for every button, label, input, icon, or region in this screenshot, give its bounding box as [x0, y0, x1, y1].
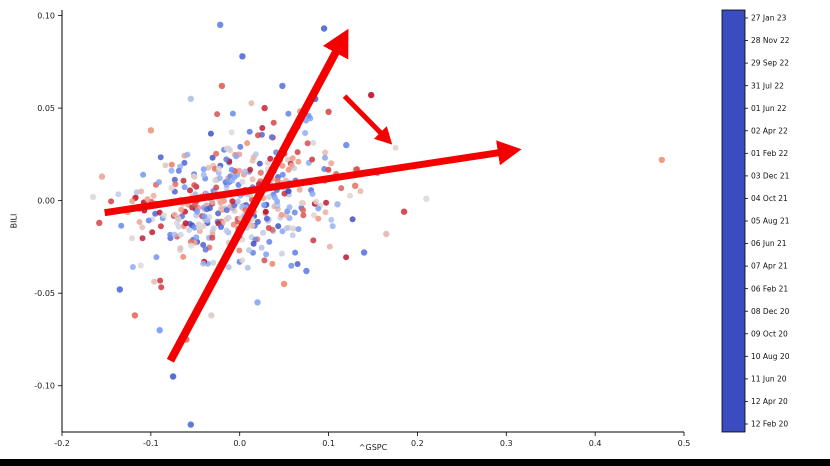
svg-text:01 Jun 22: 01 Jun 22 [751, 104, 787, 113]
svg-text:-0.05: -0.05 [34, 289, 55, 298]
x-axis-ticks: -0.2 -0.1 0.0 0.1 0.2 0.3 0.4 0.5 [54, 432, 690, 448]
svg-text:01 Feb 22: 01 Feb 22 [751, 149, 788, 158]
svg-text:-0.10: -0.10 [34, 382, 55, 391]
svg-text:0.1: 0.1 [322, 439, 335, 448]
svg-text:08 Dec 20: 08 Dec 20 [751, 307, 790, 316]
svg-text:06 Jun 21: 06 Jun 21 [751, 239, 787, 248]
svg-text:27 Jan 23: 27 Jan 23 [751, 14, 787, 23]
svg-text:04 Oct 21: 04 Oct 21 [751, 194, 788, 203]
svg-text:-0.2: -0.2 [54, 439, 70, 448]
svg-text:10 Aug 20: 10 Aug 20 [751, 352, 790, 361]
svg-text:07 Apr 21: 07 Apr 21 [751, 262, 788, 271]
svg-text:11 Jun 20: 11 Jun 20 [751, 374, 787, 383]
svg-text:03 Dec 21: 03 Dec 21 [751, 171, 790, 180]
svg-text:06 Feb 21: 06 Feb 21 [751, 284, 788, 293]
colorbar: 27 Jan 23 28 Nov 22 29 Sep 22 31 Jul 22 01 J… [721, 9, 790, 433]
svg-text:0.00: 0.00 [37, 196, 55, 205]
scatter-points [89, 21, 665, 428]
svg-text:-0.1: -0.1 [143, 439, 159, 448]
svg-text:0.4: 0.4 [589, 439, 602, 448]
scatter-chart: -0.2 -0.1 0.0 0.1 0.2 0.3 0.4 0.5 0.10 0.05 0.00 -… [34, 9, 790, 448]
y-axis-label: BILI [9, 213, 19, 229]
svg-text:29 Sep 22: 29 Sep 22 [751, 59, 789, 68]
svg-text:05 Aug 21: 05 Aug 21 [751, 217, 790, 226]
svg-text:09 Oct 20: 09 Oct 20 [751, 329, 788, 338]
svg-text:31 Jul 22: 31 Jul 22 [751, 81, 784, 90]
pca-arrows [104, 28, 522, 363]
plot-spines [61, 10, 684, 433]
svg-text:0.5: 0.5 [678, 439, 691, 448]
x-axis-label: ^GSPC [358, 443, 388, 452]
svg-text:12 Apr 20: 12 Apr 20 [751, 397, 788, 406]
svg-text:28 Nov 22: 28 Nov 22 [751, 36, 790, 45]
svg-text:0.10: 0.10 [37, 11, 55, 20]
svg-text:0.2: 0.2 [411, 439, 424, 448]
svg-text:0.3: 0.3 [500, 439, 513, 448]
bottom-window-edge [0, 459, 830, 466]
y-axis-ticks: 0.10 0.05 0.00 -0.05 -0.10 [34, 11, 62, 391]
svg-text:12 Feb 20: 12 Feb 20 [751, 420, 788, 429]
svg-text:0.05: 0.05 [37, 104, 55, 113]
svg-text:02 Apr 22: 02 Apr 22 [751, 126, 788, 135]
svg-text:0.0: 0.0 [233, 439, 246, 448]
